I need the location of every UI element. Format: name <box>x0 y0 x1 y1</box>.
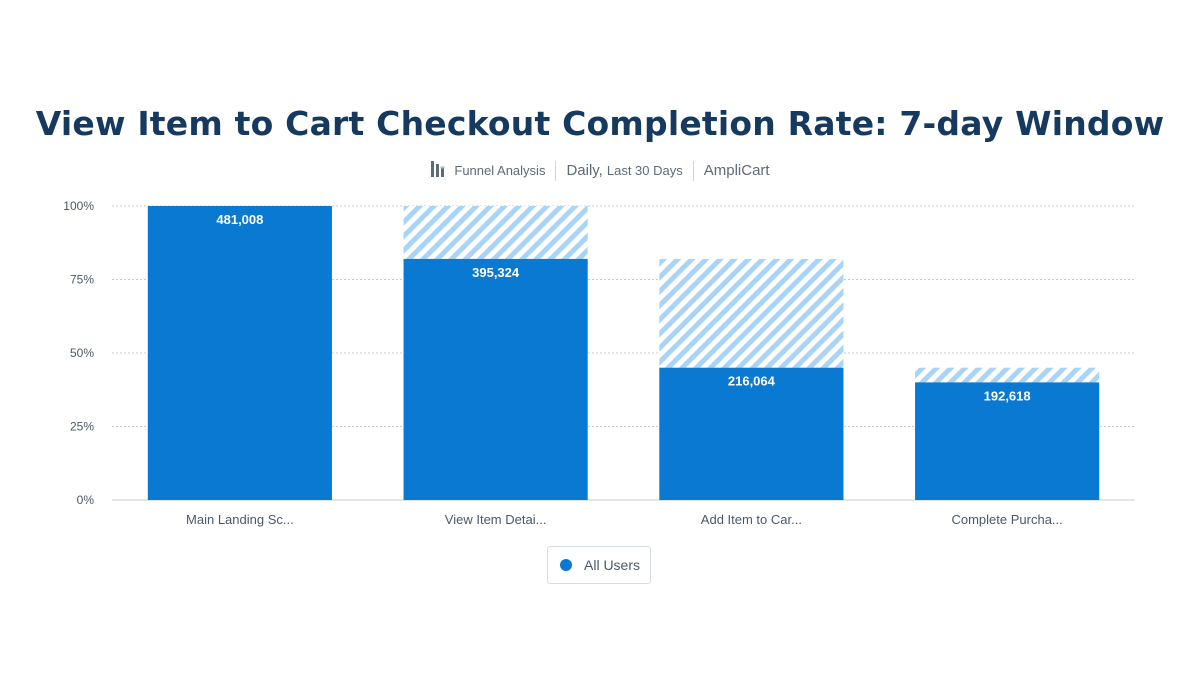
y-tick-label: 25% <box>70 420 94 434</box>
chart-subtitle: Funnel Analysis Daily, Last 30 Days Ampl… <box>0 160 1200 181</box>
dropoff-bar[interactable] <box>915 367 1100 383</box>
bar-value-label: 192,618 <box>984 388 1031 403</box>
project-label: AmpliCart <box>703 162 770 179</box>
y-tick-label: 75% <box>70 273 94 287</box>
project-name[interactable]: AmpliCart <box>704 162 770 179</box>
conversion-bar[interactable] <box>659 367 844 500</box>
y-tick-label: 50% <box>70 346 94 360</box>
chart-title: View Item to Cart Checkout Completion Ra… <box>35 104 1165 143</box>
chart-kind-label: Funnel Analysis <box>454 163 546 178</box>
date-range[interactable]: Daily, Last 30 Days <box>566 162 682 179</box>
legend-label: All Users <box>584 557 641 573</box>
subtitle-divider <box>692 160 694 181</box>
bar-value-label: 395,324 <box>472 265 520 280</box>
conversion-bar[interactable] <box>403 258 588 500</box>
chart-kind[interactable]: Funnel Analysis <box>430 160 545 181</box>
subtitle-divider <box>555 160 557 181</box>
x-tick-label: Complete Purcha... <box>951 512 1062 527</box>
legend-item[interactable]: All Users <box>547 546 651 584</box>
x-tick-label: View Item Detai... <box>445 512 547 527</box>
conversion-bar[interactable] <box>915 382 1100 500</box>
bar-value-label: 216,064 <box>728 374 776 389</box>
dropoff-bar[interactable] <box>659 258 844 368</box>
dropoff-bar[interactable] <box>403 206 588 259</box>
x-tick-label: Main Landing Sc... <box>186 512 294 527</box>
range-label: Last 30 Days <box>606 163 683 178</box>
funnel-chart-icon <box>430 160 448 181</box>
interval-label: Daily, <box>566 162 603 179</box>
y-tick-label: 100% <box>63 199 94 213</box>
x-tick-label: Add Item to Car... <box>701 512 802 527</box>
conversion-bar[interactable] <box>147 206 332 500</box>
y-tick-label: 0% <box>77 493 95 507</box>
legend-swatch <box>560 559 572 571</box>
bar-value-label: 481,008 <box>216 212 263 227</box>
